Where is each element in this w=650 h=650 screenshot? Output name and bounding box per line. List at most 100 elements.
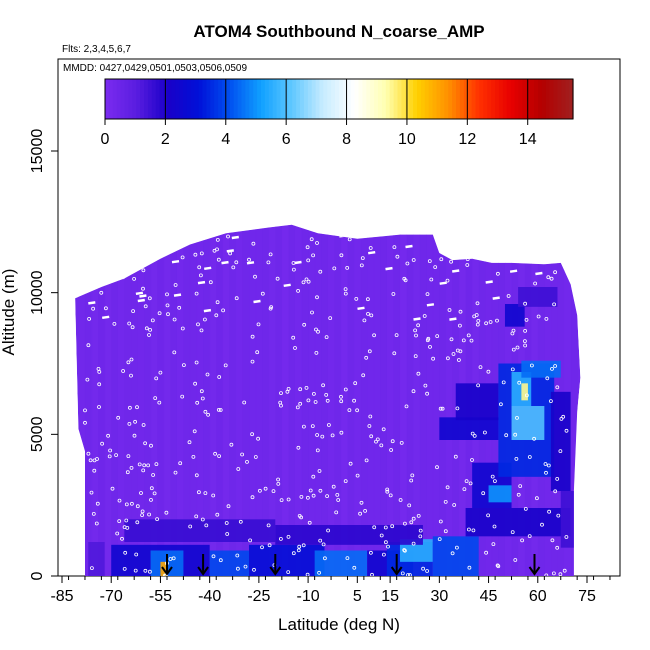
sample-marker xyxy=(555,545,560,550)
colorbar-segment xyxy=(190,79,196,119)
sample-marker xyxy=(126,237,131,242)
sample-marker xyxy=(375,437,380,442)
sample-marker xyxy=(107,454,112,459)
flight-track-segment xyxy=(197,280,206,285)
x-tick-label: -85 xyxy=(50,588,73,605)
sample-marker xyxy=(370,572,374,576)
sample-marker xyxy=(318,488,323,493)
sample-marker xyxy=(268,252,273,257)
heatmap-cell xyxy=(521,383,528,401)
sample-marker xyxy=(157,311,162,316)
sample-marker xyxy=(515,345,520,350)
sample-marker xyxy=(464,479,469,484)
sample-marker xyxy=(510,367,515,372)
flight-track-segment xyxy=(155,240,163,244)
colorbar-segment xyxy=(155,79,161,119)
colorbar-segment xyxy=(537,79,543,119)
sample-marker xyxy=(86,451,91,456)
heatmap-column xyxy=(242,224,250,576)
sample-marker xyxy=(523,301,527,306)
sample-marker xyxy=(279,391,283,396)
colorbar-segment xyxy=(506,79,512,119)
sample-marker xyxy=(260,291,265,296)
sample-marker xyxy=(243,564,248,569)
heatmap-column xyxy=(209,224,217,576)
sample-marker xyxy=(499,244,504,249)
colorbar-segment xyxy=(413,79,418,119)
flight-track-segment xyxy=(246,261,255,265)
sample-marker xyxy=(144,326,149,331)
sample-marker xyxy=(437,537,442,541)
heatmap-column xyxy=(91,224,99,576)
colorbar-segment xyxy=(128,79,133,119)
sample-marker xyxy=(564,535,569,539)
colorbar-segment xyxy=(167,79,172,119)
sample-marker xyxy=(451,352,456,356)
sample-marker xyxy=(321,542,326,547)
sample-marker xyxy=(372,333,377,338)
colorbar-segment xyxy=(389,79,395,119)
heatmap-column xyxy=(275,224,283,576)
colorbar-segment xyxy=(374,79,379,119)
sample-marker xyxy=(525,393,529,398)
sample-marker xyxy=(148,327,153,332)
sample-marker xyxy=(545,376,550,381)
sample-marker xyxy=(110,486,115,491)
sample-marker xyxy=(336,498,341,502)
sample-marker xyxy=(510,331,515,336)
sample-marker xyxy=(302,322,307,327)
colorbar-segment xyxy=(417,79,422,119)
sample-marker xyxy=(94,521,99,526)
colorbar-segment xyxy=(381,79,387,119)
sample-marker xyxy=(492,479,497,484)
colorbar-segment xyxy=(378,79,383,119)
colorbar-segment xyxy=(292,79,297,119)
sample-marker xyxy=(391,292,396,296)
colorbar-segment xyxy=(498,79,504,119)
sample-marker xyxy=(180,326,185,331)
colorbar-segment xyxy=(397,79,402,119)
colorbar-segment xyxy=(264,79,270,119)
sample-marker xyxy=(132,433,137,438)
sample-marker xyxy=(301,280,306,285)
sample-marker xyxy=(301,543,306,548)
sample-marker xyxy=(306,398,311,403)
heatmap-column xyxy=(78,224,86,576)
colorbar-segment xyxy=(467,79,473,119)
sample-marker xyxy=(410,473,415,478)
sample-marker xyxy=(296,288,301,293)
sample-marker xyxy=(381,552,386,557)
sample-marker xyxy=(405,261,410,266)
flight-track-segment xyxy=(449,317,457,321)
sample-marker xyxy=(127,321,132,326)
sample-marker xyxy=(435,334,440,339)
sample-marker xyxy=(332,266,337,271)
sample-marker xyxy=(549,276,554,281)
sample-marker xyxy=(126,360,131,365)
heatmap-column xyxy=(360,224,368,576)
sample-marker xyxy=(104,306,108,311)
sample-marker xyxy=(364,458,369,463)
sample-marker xyxy=(253,274,257,279)
sample-marker xyxy=(211,493,216,498)
sample-marker xyxy=(325,494,330,499)
sample-marker xyxy=(454,545,459,550)
colorbar-segment xyxy=(526,79,531,119)
sample-marker xyxy=(226,504,231,509)
sample-marker xyxy=(238,519,243,524)
y-axis: 0 5000 10000 15000 xyxy=(29,129,58,580)
sample-marker xyxy=(311,391,316,396)
sample-marker xyxy=(358,511,363,516)
sample-marker xyxy=(555,476,560,481)
sample-marker xyxy=(369,313,374,318)
sample-marker xyxy=(90,566,94,570)
sample-marker xyxy=(234,296,239,301)
sample-marker xyxy=(191,454,196,459)
sample-marker xyxy=(112,321,117,326)
sample-marker xyxy=(291,335,296,340)
sample-marker xyxy=(122,567,127,571)
sample-marker xyxy=(367,349,372,354)
sample-marker xyxy=(253,455,258,459)
sample-marker xyxy=(320,434,325,439)
